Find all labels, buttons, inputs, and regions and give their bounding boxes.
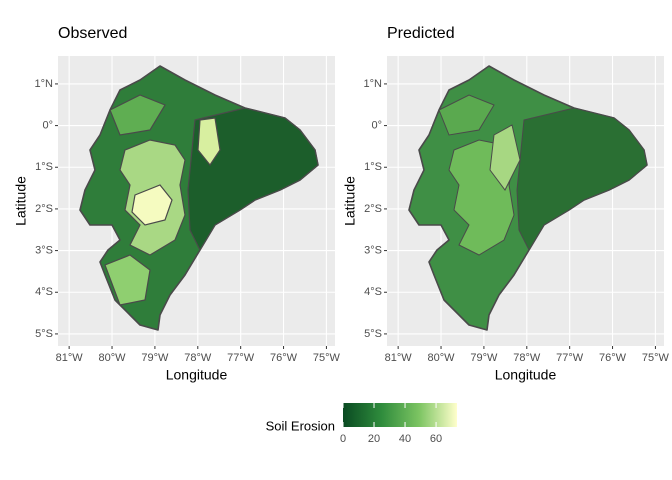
y-tick-label: 1°S — [364, 161, 382, 173]
x-tick-label: 76°W — [599, 352, 627, 364]
x-tick-label: 79°W — [470, 352, 498, 364]
map-observed — [79, 65, 319, 331]
y-tick-label: 2°S — [364, 203, 382, 215]
y-axis-title: Latitude — [13, 176, 29, 226]
x-tick-label: 75°W — [313, 352, 341, 364]
y-tick-label: 0° — [42, 119, 53, 131]
y-tick-label: 4°S — [364, 286, 382, 298]
x-tick-label: 77°W — [556, 352, 584, 364]
x-tick-label: 78°W — [184, 352, 212, 364]
map-predicted — [408, 65, 648, 331]
y-tick-label: 1°N — [35, 78, 54, 90]
colorbar-tick-label: 40 — [399, 433, 411, 445]
colorbar — [343, 403, 457, 427]
y-tick-label: 5°S — [35, 328, 53, 340]
colorbar-tick-label: 20 — [368, 433, 380, 445]
legend-title: Soil Erosion — [266, 418, 335, 433]
x-tick-label: 79°W — [141, 352, 169, 364]
y-tick-label: 1°N — [364, 78, 383, 90]
panel-title: Predicted — [387, 25, 455, 42]
colorbar-tick-label: 0 — [340, 433, 346, 445]
x-tick-label: 77°W — [227, 352, 255, 364]
y-tick-label: 2°S — [35, 203, 53, 215]
x-tick-label: 78°W — [513, 352, 541, 364]
y-tick-label: 5°S — [364, 328, 382, 340]
x-tick-label: 76°W — [270, 352, 298, 364]
y-axis-title: Latitude — [342, 176, 358, 226]
y-tick-label: 3°S — [364, 244, 382, 256]
y-tick-label: 4°S — [35, 286, 53, 298]
panel-title: Observed — [58, 25, 127, 42]
x-tick-label: 81°W — [385, 352, 413, 364]
y-tick-label: 1°S — [35, 161, 53, 173]
x-tick-label: 81°W — [56, 352, 84, 364]
y-tick-label: 3°S — [35, 244, 53, 256]
x-tick-label: 80°W — [99, 352, 127, 364]
x-axis-title: Longitude — [495, 367, 557, 383]
y-tick-label: 0° — [371, 119, 382, 131]
x-tick-label: 75°W — [642, 352, 670, 364]
colorbar-tick-label: 60 — [430, 433, 442, 445]
x-axis-title: Longitude — [166, 367, 228, 383]
x-tick-label: 80°W — [428, 352, 456, 364]
